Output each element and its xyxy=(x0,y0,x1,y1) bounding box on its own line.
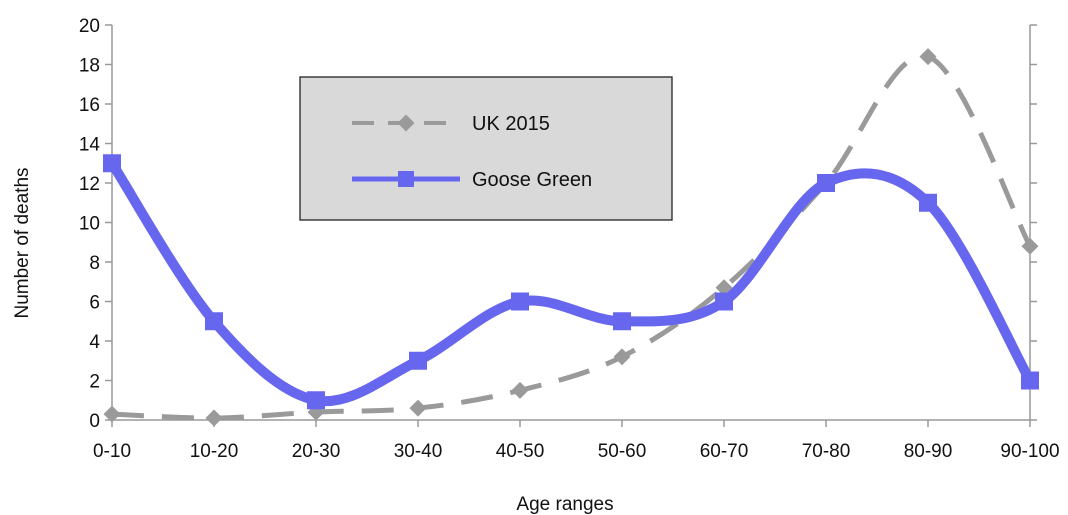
x-tick-label: 70-80 xyxy=(802,441,851,462)
legend-box xyxy=(299,76,673,221)
y-tick-label: 2 xyxy=(89,372,100,393)
y-tick-label: 20 xyxy=(79,16,100,37)
legend: UK 2015 Goose Green xyxy=(299,76,673,221)
chart-series-layer xyxy=(103,48,1039,427)
data-point-uk-2015 xyxy=(103,405,121,423)
y-tick-label: 0 xyxy=(89,411,100,432)
data-point-uk-2015 xyxy=(919,48,937,66)
y-axis-title: Number of deaths xyxy=(12,167,33,318)
legend-marker-uk-2015 xyxy=(397,114,415,132)
y-tick-label: 16 xyxy=(79,95,100,116)
data-point-goose-green xyxy=(715,292,733,311)
series-line-goose-green xyxy=(107,158,1035,407)
data-point-goose-green xyxy=(307,391,325,410)
y-tick-label: 4 xyxy=(89,332,100,353)
data-point-goose-green xyxy=(919,193,937,212)
x-axis-title: Age ranges xyxy=(516,494,613,515)
data-point-goose-green xyxy=(409,351,427,370)
legend-marker-goose-green xyxy=(398,171,414,187)
y-tick-label: 8 xyxy=(89,253,100,274)
y-tick-label: 12 xyxy=(79,174,100,195)
data-point-goose-green xyxy=(511,292,529,311)
y-tick-label: 10 xyxy=(79,214,100,235)
y-tick-label: 6 xyxy=(89,293,100,314)
y-tick-label: 18 xyxy=(79,56,100,77)
data-point-uk-2015 xyxy=(205,409,223,427)
data-point-uk-2015 xyxy=(511,381,529,399)
y-tick-label: 14 xyxy=(79,135,101,156)
data-point-goose-green xyxy=(817,174,835,192)
data-point-uk-2015 xyxy=(613,348,631,366)
x-tick-label: 40-50 xyxy=(496,441,545,462)
legend-label-goose-green: Goose Green xyxy=(472,169,592,191)
x-tick-label: 30-40 xyxy=(394,441,443,462)
legend-label-uk-2015: UK 2015 xyxy=(472,113,550,135)
x-tick-label: 90-100 xyxy=(1000,441,1059,462)
data-point-goose-green xyxy=(103,154,121,173)
data-point-uk-2015 xyxy=(409,399,427,417)
data-point-uk-2015 xyxy=(1021,237,1039,255)
data-point-goose-green xyxy=(613,312,631,331)
x-tick-label: 60-70 xyxy=(700,441,749,462)
chart-axes: 0 2 4 6 8 10 12 14 16 18 20 0-10 10-20 20-30 30-40 40-5… xyxy=(79,16,1060,462)
data-point-goose-green xyxy=(205,312,223,331)
x-tick-label: 10-20 xyxy=(190,441,239,462)
data-point-goose-green xyxy=(1021,371,1039,390)
x-tick-label: 50-60 xyxy=(598,441,647,462)
x-tick-label: 0-10 xyxy=(93,441,131,462)
x-tick-label: 80-90 xyxy=(904,441,953,462)
x-tick-label: 20-30 xyxy=(292,441,341,462)
